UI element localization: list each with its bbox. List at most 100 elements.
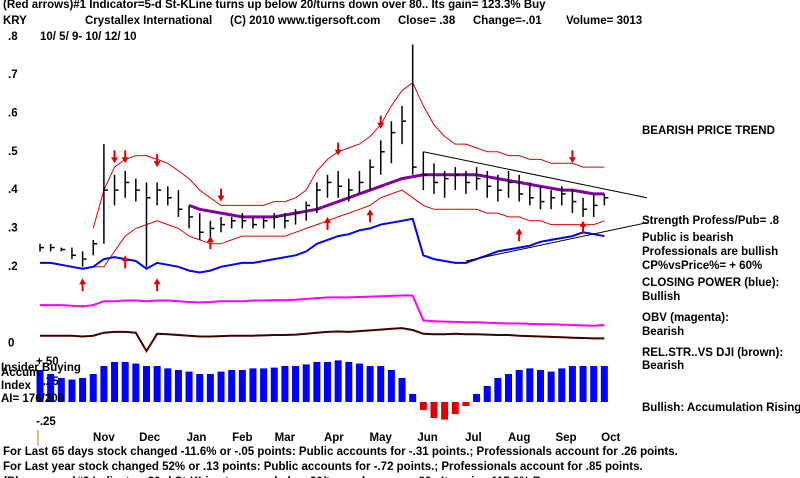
accum-bar bbox=[57, 378, 65, 402]
sell-arrow bbox=[377, 115, 385, 129]
sell-arrow bbox=[111, 150, 119, 164]
y-tick-label: .2 bbox=[8, 261, 18, 273]
footer-line: (Blue arrows)#2 Indicator=20-d St-KLine … bbox=[3, 476, 541, 478]
annotation: Bearish bbox=[642, 326, 684, 338]
annotation: Bullish bbox=[642, 291, 680, 303]
x-tick-label: Dec bbox=[139, 432, 161, 444]
volume: Volume= 3013 bbox=[566, 15, 642, 27]
accum-bar bbox=[526, 368, 534, 402]
accum-bar bbox=[505, 374, 513, 402]
accum-bar bbox=[590, 366, 598, 402]
company: Crystallex International bbox=[85, 15, 212, 27]
buy-arrow bbox=[324, 216, 331, 230]
series-line bbox=[92, 82, 605, 229]
annotation: Bearish bbox=[642, 360, 684, 372]
annotation: Strength Profess/Pub= .8 bbox=[642, 215, 780, 227]
y-tick-label: 0 bbox=[8, 337, 14, 349]
buy-arrow bbox=[579, 220, 587, 234]
accum-bar bbox=[249, 368, 257, 402]
source: (C) 2010 www.tigersoft.com bbox=[230, 15, 380, 27]
y-tick-label: .5 bbox=[8, 146, 18, 158]
accum-label: Accum bbox=[1, 367, 39, 379]
accum-bar bbox=[36, 370, 44, 402]
sell-arrow bbox=[121, 150, 129, 164]
y-tick-label: .4 bbox=[8, 184, 18, 196]
accum-bar bbox=[292, 366, 300, 402]
accum-bar bbox=[324, 362, 331, 402]
x-tick-label: Jun bbox=[417, 432, 437, 444]
buy-arrow bbox=[121, 255, 129, 269]
accum-label: Index bbox=[1, 380, 32, 392]
accum-bar bbox=[174, 370, 182, 402]
accum-bar bbox=[579, 366, 587, 402]
annotation: CLOSING POWER (blue): bbox=[642, 277, 779, 289]
trendline bbox=[465, 222, 648, 262]
date-range: 10/ 5/ 9- 10/ 12/ 10 bbox=[40, 31, 137, 43]
annotation: Professionals are bullish bbox=[642, 246, 778, 258]
footer-line: For Last 65 days stock changed -11.6% or… bbox=[3, 446, 678, 458]
accum-bar bbox=[387, 370, 395, 402]
buy-arrow bbox=[366, 209, 374, 223]
buy-arrow bbox=[79, 278, 87, 292]
buy-arrow bbox=[515, 228, 523, 242]
x-tick-label: Feb bbox=[232, 432, 252, 444]
indicator-line: (Red arrows)#1 Indicator=5-d St-KLine tu… bbox=[3, 0, 546, 11]
accum-bar bbox=[547, 371, 555, 402]
accum-label: AI= 176/200 bbox=[1, 393, 64, 405]
footer-line: For Last year stock changed 52% or .13 p… bbox=[3, 461, 643, 473]
accum-bar bbox=[79, 378, 87, 402]
close: Close= .38 bbox=[398, 15, 456, 27]
series-line bbox=[40, 327, 605, 354]
accum-bar bbox=[238, 370, 246, 402]
x-tick-label: Nov bbox=[93, 432, 115, 444]
accum-bar bbox=[206, 374, 214, 402]
sell-arrow bbox=[153, 154, 161, 168]
accum-bar bbox=[334, 360, 342, 402]
annotation: Bullish: Accumulation Rising bbox=[642, 402, 800, 414]
series-line bbox=[40, 294, 605, 327]
accum-bar bbox=[558, 368, 566, 402]
sell-arrow bbox=[217, 188, 225, 202]
x-tick-label: Sep bbox=[555, 432, 576, 444]
change: Change=-.01 bbox=[473, 15, 542, 27]
buy-arrow bbox=[153, 278, 161, 292]
accum-bar bbox=[600, 366, 608, 402]
accum-bar bbox=[132, 363, 140, 402]
symbol: KRY bbox=[3, 15, 27, 27]
accum-bar bbox=[270, 367, 278, 402]
y-tick-label: .8 bbox=[8, 31, 18, 43]
series-line bbox=[188, 173, 605, 219]
annotation: REL.STR..VS DJI (brown): bbox=[642, 347, 783, 359]
x-tick-label: Jul bbox=[465, 432, 482, 444]
x-tick-label: Aug bbox=[508, 432, 530, 444]
accum-bar bbox=[100, 366, 108, 402]
y-tick-label: .7 bbox=[8, 69, 18, 81]
annotation: CP%vsPrice%= + 60% bbox=[642, 260, 762, 272]
y-tick-label: .6 bbox=[8, 107, 18, 119]
accum-bar bbox=[217, 371, 225, 402]
accum-bar bbox=[451, 402, 459, 414]
accum-bar bbox=[228, 370, 236, 402]
accum-bar bbox=[366, 366, 374, 402]
accum-bar bbox=[260, 368, 268, 402]
accum-bar bbox=[345, 362, 353, 402]
accum-bar bbox=[462, 402, 470, 406]
accum-bar bbox=[281, 366, 289, 402]
x-tick-label: Oct bbox=[601, 432, 620, 444]
accum-bar bbox=[111, 362, 119, 402]
x-tick-label: Mar bbox=[275, 432, 296, 444]
x-tick-label: Jan bbox=[187, 432, 207, 444]
y2-tick-label: -.25 bbox=[36, 416, 56, 428]
accum-bar bbox=[89, 374, 97, 402]
accum-bar bbox=[536, 370, 544, 402]
accum-bar bbox=[355, 363, 363, 402]
accum-bar bbox=[185, 371, 193, 402]
accum-bar bbox=[313, 362, 321, 402]
accum-bar bbox=[142, 366, 150, 402]
y-tick-label: .3 bbox=[8, 222, 18, 234]
accum-bar bbox=[47, 374, 55, 402]
accum-bar bbox=[430, 402, 438, 418]
x-tick-label: Apr bbox=[324, 432, 344, 444]
